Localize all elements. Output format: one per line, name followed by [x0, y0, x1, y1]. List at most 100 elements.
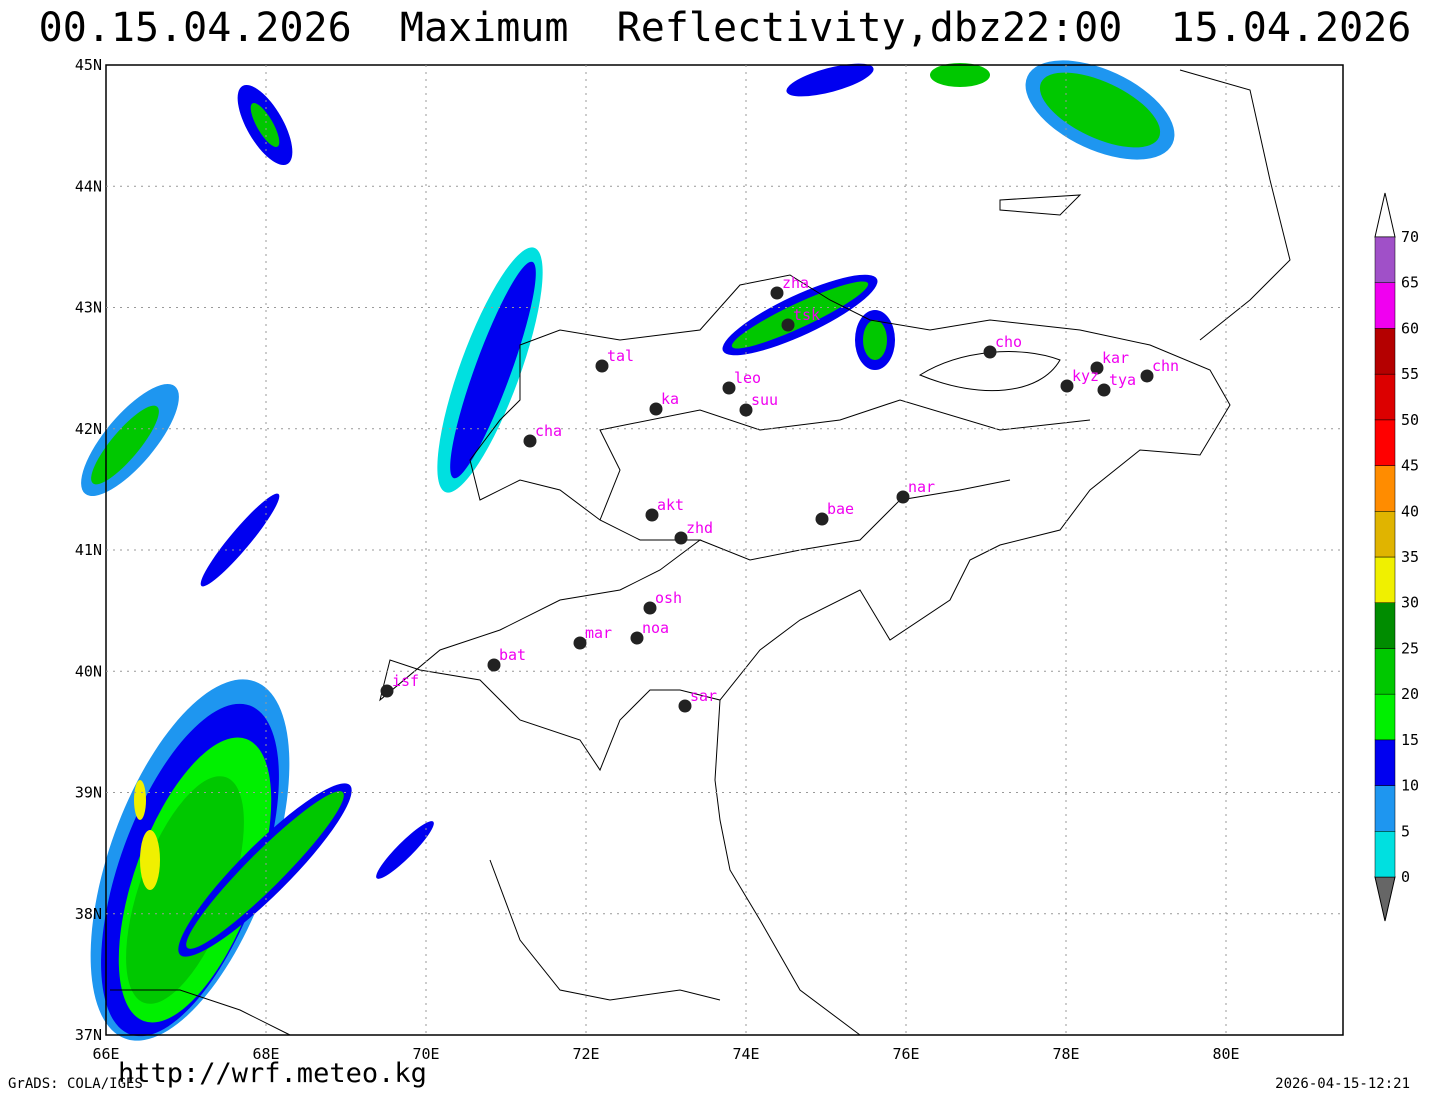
echo	[1039, 72, 1161, 148]
station-label: chn	[1152, 357, 1179, 375]
border	[599, 399, 1091, 561]
station-dot	[815, 512, 829, 526]
station-label: bae	[827, 500, 854, 518]
echo	[376, 821, 434, 879]
border	[1179, 69, 1291, 341]
station-label: cho	[995, 333, 1022, 351]
lat-label: 39N	[75, 784, 102, 802]
station-label: isf	[392, 672, 419, 690]
colorbar-swatch	[1374, 556, 1396, 603]
title: 00.15.04.2026 Maximum Reflectivity,dbz22…	[39, 5, 1412, 51]
station-label: osh	[655, 589, 682, 607]
colorbar-label: 20	[1401, 685, 1419, 703]
station-dot	[630, 631, 644, 645]
lon-label: 68E	[252, 1045, 279, 1063]
colorbar-swatch	[1374, 831, 1396, 878]
colorbar-swatch	[1374, 693, 1396, 741]
station-label: zhd	[686, 519, 713, 537]
echo	[731, 281, 869, 349]
echo	[786, 63, 874, 97]
station-label: kar	[1102, 349, 1129, 367]
echo	[91, 405, 159, 485]
echo	[200, 493, 280, 587]
colorbar: 0 5 10 15 20 25 30 35 40 45 50 55 60 65 70	[1374, 192, 1419, 922]
colorbar-label: 35	[1401, 548, 1419, 566]
station-dot	[739, 403, 753, 417]
station-dot	[678, 699, 692, 713]
echo	[930, 63, 990, 87]
station-label: noa	[642, 619, 669, 637]
station-dot	[1090, 361, 1104, 375]
station-dot	[380, 684, 394, 698]
colorbar-swatch	[1374, 373, 1396, 421]
station-label: nar	[908, 478, 935, 496]
lon-label: 70E	[412, 1045, 439, 1063]
station-dot	[1097, 383, 1111, 397]
lat-label: 40N	[75, 662, 102, 680]
station-label: tsk	[793, 306, 820, 324]
station-label: kyz	[1072, 367, 1099, 385]
border	[110, 989, 291, 1036]
borders	[110, 69, 1291, 1036]
border	[489, 859, 721, 1001]
station-dot	[649, 402, 663, 416]
colorbar-label: 10	[1401, 777, 1419, 795]
station-dot	[645, 508, 659, 522]
lat-label: 37N	[75, 1026, 102, 1044]
colorbar-label: 55	[1401, 365, 1419, 383]
lon-label: 78E	[1052, 1045, 1079, 1063]
colorbar-label: 50	[1401, 411, 1419, 429]
station-label: sar	[690, 687, 717, 705]
colorbar-swatch	[1374, 419, 1396, 466]
colorbar-swatch	[1374, 602, 1396, 649]
station-dot	[722, 381, 736, 395]
echo	[250, 102, 280, 148]
colorbar-label: 5	[1401, 822, 1410, 840]
station-label: bat	[499, 646, 526, 664]
lat-label: 42N	[75, 420, 102, 438]
station-label: zha	[782, 274, 809, 292]
lake	[999, 194, 1082, 216]
colorbar-label: 25	[1401, 639, 1419, 657]
colorbar-swatch	[1374, 511, 1396, 558]
colorbar-label: 45	[1401, 457, 1419, 475]
site-url: http://wrf.meteo.kg	[118, 1058, 427, 1089]
station-dot	[896, 490, 910, 504]
station-dot	[573, 636, 587, 650]
echo	[126, 776, 244, 1004]
colorbar-swatch	[1374, 739, 1396, 786]
station-label: tal	[607, 347, 634, 365]
station-dot	[674, 531, 688, 545]
colorbar-swatch	[1374, 328, 1396, 375]
station-dot	[781, 318, 795, 332]
echo	[186, 791, 344, 949]
lon-label: 76E	[892, 1045, 919, 1063]
station-dot	[1140, 369, 1154, 383]
station-dot	[983, 345, 997, 359]
colorbar-cap	[1374, 876, 1396, 922]
lat-label: 45N	[75, 56, 102, 74]
colorbar-label: 30	[1401, 594, 1419, 612]
lake	[918, 351, 1061, 392]
colorbar-swatch	[1374, 648, 1396, 695]
echo	[863, 320, 887, 360]
colorbar-label: 70	[1401, 228, 1419, 246]
station-dot	[595, 359, 609, 373]
colorbar-label: 65	[1401, 274, 1419, 292]
station-dot	[487, 658, 501, 672]
lat-label: 41N	[75, 541, 102, 559]
software-credit: GrADS: COLA/IGES	[8, 1076, 143, 1092]
colorbar-swatch	[1374, 282, 1396, 329]
lon-label: 74E	[732, 1045, 759, 1063]
lon-label: 66E	[92, 1045, 119, 1063]
station-label: suu	[751, 391, 778, 409]
lon-label: 72E	[572, 1045, 599, 1063]
colorbar-cap	[1374, 192, 1396, 238]
lat-label: 44N	[75, 177, 102, 195]
lat-label: 38N	[75, 905, 102, 923]
station-dot	[643, 601, 657, 615]
station-dot	[523, 434, 537, 448]
echo	[134, 780, 146, 820]
